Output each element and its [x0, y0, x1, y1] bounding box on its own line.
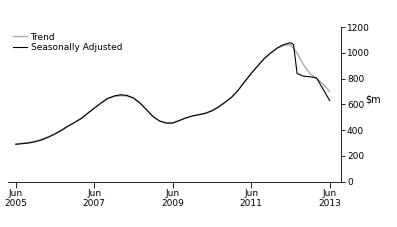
Trend [275, 47, 280, 49]
Trend [249, 72, 254, 74]
Trend [72, 121, 77, 123]
Trend [79, 117, 84, 120]
Trend [236, 89, 241, 91]
Trend [138, 102, 143, 105]
Trend [26, 141, 31, 144]
Trend [197, 113, 201, 116]
Trend [281, 44, 286, 47]
Trend [20, 142, 25, 145]
Trend [314, 77, 319, 80]
Trend [222, 101, 227, 104]
Trend [327, 90, 332, 93]
Trend [105, 98, 110, 100]
Trend [229, 96, 234, 98]
Trend [170, 121, 175, 124]
Trend [144, 109, 149, 111]
Seasonally Adjusted [327, 99, 332, 102]
Trend [203, 112, 208, 114]
Trend [256, 64, 260, 67]
Trend [268, 51, 273, 54]
Trend [164, 121, 168, 124]
Trend [53, 132, 58, 135]
Trend [66, 125, 70, 127]
Trend [157, 120, 162, 122]
Seasonally Adjusted [321, 88, 326, 90]
Trend [308, 72, 312, 75]
Y-axis label: $m: $m [365, 94, 381, 104]
Trend [40, 138, 44, 141]
Trend [262, 57, 266, 60]
Trend [288, 43, 293, 46]
Trend [98, 102, 103, 104]
Trend [177, 119, 182, 122]
Seasonally Adjusted [112, 95, 116, 97]
Seasonally Adjusted [229, 96, 234, 99]
Trend [183, 117, 188, 120]
Trend [151, 115, 156, 118]
Line: Seasonally Adjusted: Seasonally Adjusted [16, 43, 330, 144]
Seasonally Adjusted [288, 41, 293, 44]
Trend [131, 97, 136, 100]
Trend [92, 107, 96, 109]
Seasonally Adjusted [249, 72, 254, 75]
Trend [124, 95, 129, 97]
Trend [242, 80, 247, 83]
Trend [216, 105, 221, 108]
Trend [33, 140, 38, 143]
Seasonally Adjusted [118, 94, 123, 96]
Seasonally Adjusted [13, 143, 18, 146]
Seasonally Adjusted [85, 112, 90, 115]
Trend [46, 135, 51, 138]
Trend [59, 128, 64, 131]
Trend [190, 115, 195, 117]
Trend [13, 143, 18, 146]
Trend [301, 63, 306, 66]
Trend [112, 95, 116, 98]
Trend [85, 112, 90, 115]
Line: Trend: Trend [16, 44, 330, 144]
Trend [295, 52, 299, 54]
Legend: Trend, Seasonally Adjusted: Trend, Seasonally Adjusted [12, 32, 123, 53]
Trend [321, 82, 326, 85]
Trend [118, 94, 123, 97]
Trend [210, 109, 214, 112]
